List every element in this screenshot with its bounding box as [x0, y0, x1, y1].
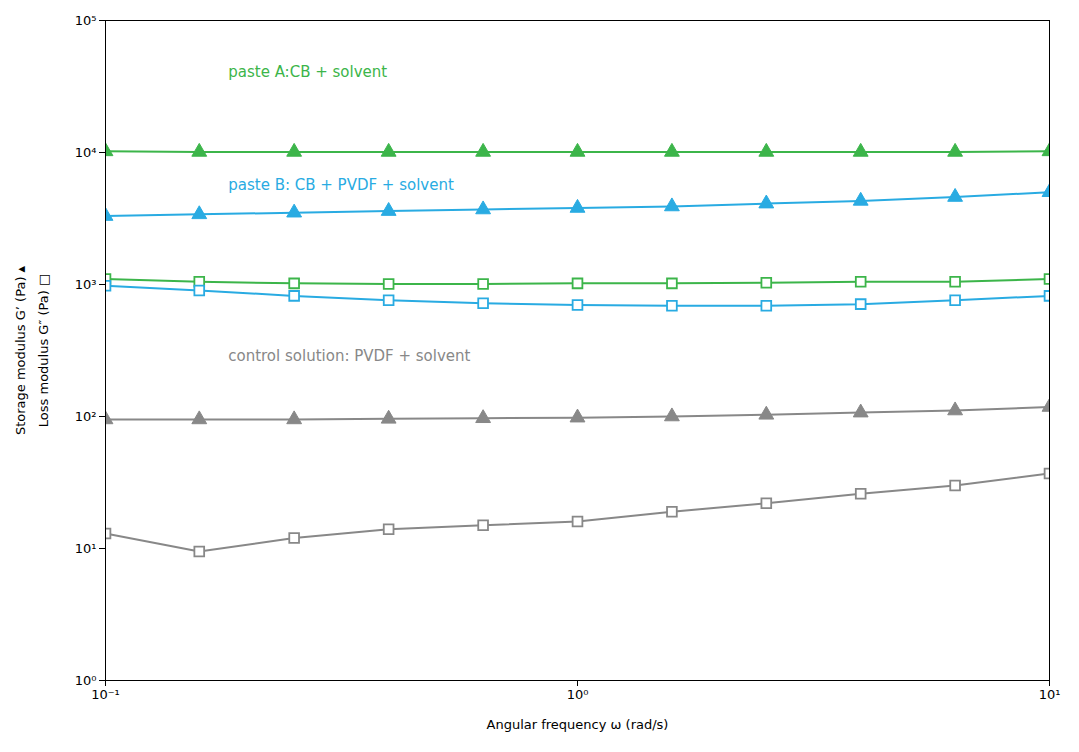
svg-text:10⁵: 10⁵ [75, 13, 97, 28]
svg-text:10²: 10² [75, 409, 97, 424]
svg-text:10³: 10³ [75, 277, 97, 292]
svg-text:10⁻¹: 10⁻¹ [91, 687, 120, 702]
svg-text:Loss modulus G″ (Pa) □: Loss modulus G″ (Pa) □ [36, 274, 51, 427]
svg-text:Storage modulus G’ (Pa) ▴: Storage modulus G’ (Pa) ▴ [13, 265, 28, 435]
svg-text:10¹: 10¹ [75, 541, 97, 556]
svg-text:10⁰: 10⁰ [567, 687, 589, 702]
svg-text:Angular frequency ω (rad/s): Angular frequency ω (rad/s) [487, 717, 669, 732]
svg-text:10¹: 10¹ [1039, 687, 1061, 702]
svg-text:10⁰: 10⁰ [75, 673, 97, 688]
svg-text:control solution: PVDF + solve: control solution: PVDF + solvent [228, 347, 470, 365]
svg-text:paste B: CB + PVDF + solvent: paste B: CB + PVDF + solvent [228, 176, 454, 194]
svg-text:paste A:CB + solvent: paste A:CB + solvent [228, 63, 387, 81]
svg-text:10⁴: 10⁴ [75, 145, 97, 160]
